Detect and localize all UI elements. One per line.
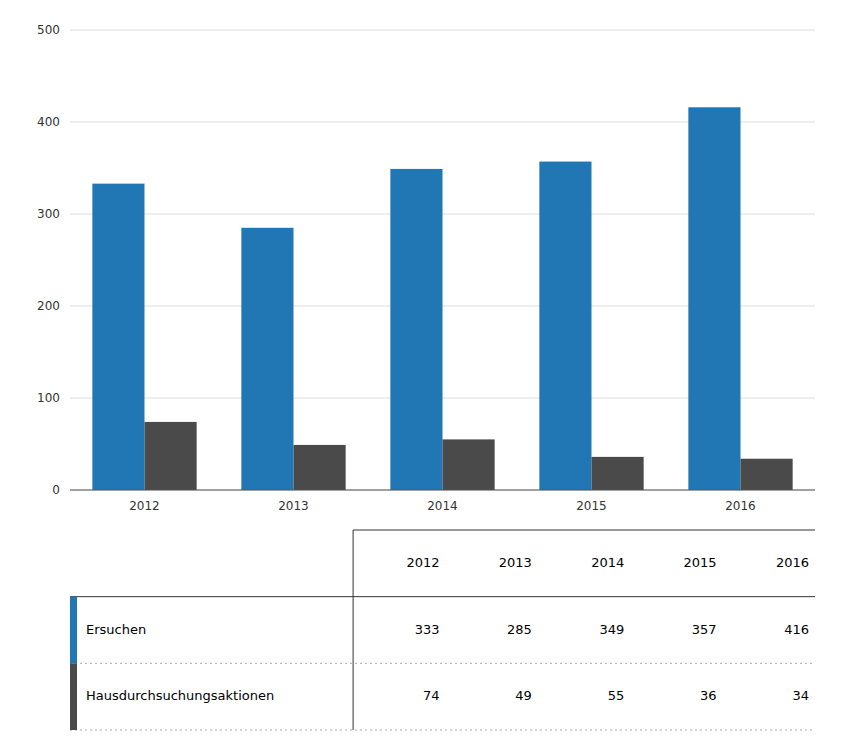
x-tick-label: 2014 — [427, 499, 458, 513]
x-tick-label: 2013 — [278, 499, 309, 513]
table-border — [70, 596, 815, 597]
table-border — [353, 530, 354, 730]
table-value: 349 — [599, 622, 624, 637]
table-value: 357 — [692, 622, 717, 637]
x-tick-label: 2012 — [129, 499, 160, 513]
y-tick-label: 100 — [37, 391, 60, 405]
table-row-label: Hausdurchsuchungsaktionen — [86, 688, 274, 703]
y-tick-label: 0 — [52, 483, 60, 497]
grid-line — [70, 490, 815, 491]
table-value: 34 — [792, 688, 809, 703]
chart-container: 0100200300400500201220132014201520162012… — [0, 0, 850, 751]
x-tick-label: 2016 — [725, 499, 756, 513]
bar — [443, 439, 495, 490]
grid-line — [70, 30, 815, 31]
table-value: 36 — [700, 688, 717, 703]
table-header: 2014 — [591, 555, 624, 570]
bar — [241, 228, 293, 490]
table-swatch — [70, 663, 77, 730]
table-border — [353, 530, 815, 531]
table-row-line — [70, 663, 815, 664]
y-tick-label: 300 — [37, 207, 60, 221]
bar — [592, 457, 644, 490]
table-row-line — [70, 730, 815, 731]
chart-svg: 0100200300400500201220132014201520162012… — [0, 0, 850, 751]
y-tick-label: 200 — [37, 299, 60, 313]
y-tick-label: 400 — [37, 115, 60, 129]
table-value: 74 — [423, 688, 440, 703]
table-value: 416 — [784, 622, 809, 637]
bar — [294, 445, 346, 490]
table-header: 2012 — [406, 555, 439, 570]
bar — [390, 169, 442, 490]
table-value: 55 — [608, 688, 625, 703]
data-table: 2012 2013 2014 2015 2016 Ersuchen 333 285 349 357… — [70, 530, 815, 730]
bars — [92, 107, 792, 490]
table-swatch — [70, 597, 77, 664]
x-tick-label: 2015 — [576, 499, 607, 513]
table-header: 2016 — [776, 555, 809, 570]
table-value: 333 — [415, 622, 440, 637]
bar — [741, 459, 793, 490]
table-header: 2015 — [684, 555, 717, 570]
table-value: 285 — [507, 622, 532, 637]
table-row-label: Ersuchen — [86, 622, 146, 637]
bar — [145, 422, 197, 490]
table-header: 2013 — [499, 555, 532, 570]
bar — [688, 107, 740, 490]
y-tick-label: 500 — [37, 23, 60, 37]
bar — [539, 162, 591, 490]
x-axis-line — [70, 490, 815, 491]
table-value: 49 — [515, 688, 532, 703]
bar — [92, 184, 144, 490]
grid — [70, 30, 815, 490]
